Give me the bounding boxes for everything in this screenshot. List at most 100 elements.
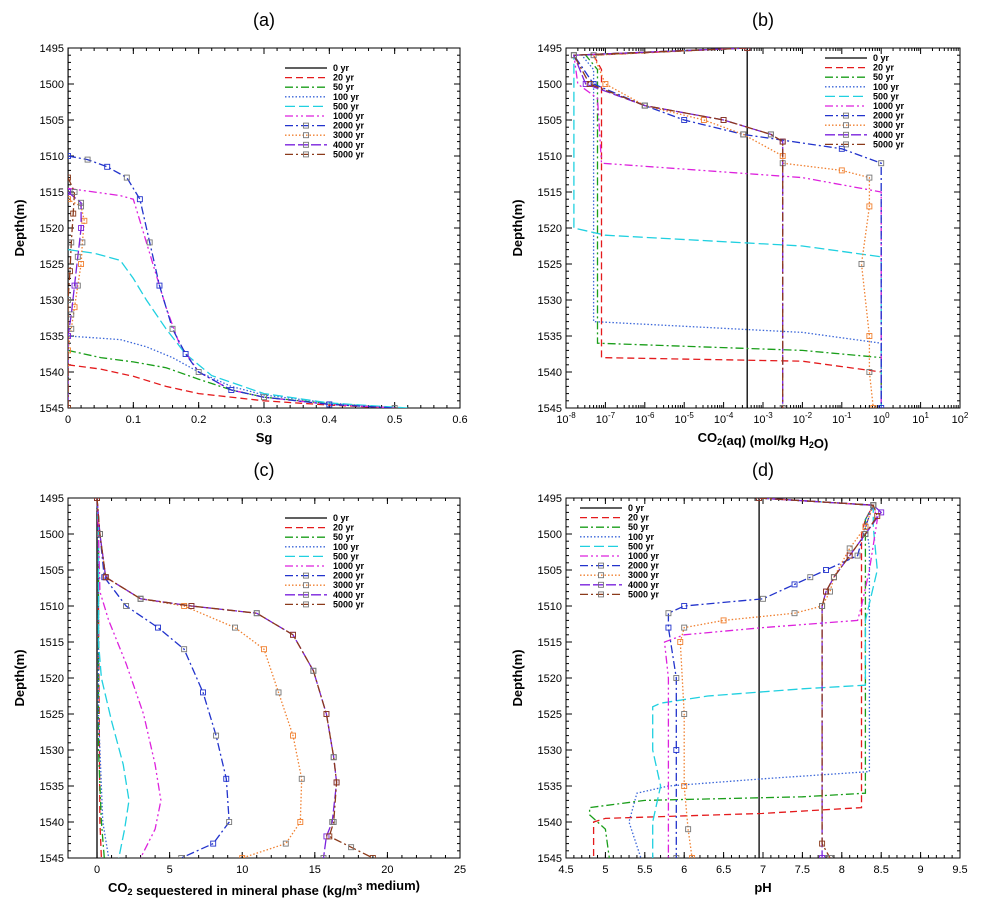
series-line-50yr [96,498,105,858]
series-line-3000yr [592,48,874,408]
series-marker [181,603,188,609]
series-marker [866,369,873,375]
legend-label: 20 yr [333,523,355,533]
series-marker [819,855,826,858]
series-line-50yr [68,349,395,408]
series-marker [330,819,337,825]
series-line-500yr [68,248,408,408]
series-marker [791,610,798,617]
series-marker [720,117,727,123]
series-marker [74,253,81,260]
x-tick-label: 0 [94,864,100,876]
x-tick-label: 0.3 [256,414,271,426]
y-tick-label: 1500 [538,529,562,541]
legend-label: 3000 yr [628,570,660,580]
x-tick-label: 0 [65,414,71,426]
y-tick-label: 1500 [40,529,64,541]
y-tick-label: 1505 [40,565,64,577]
y-tick-label: 1525 [40,259,64,271]
series-marker [261,394,267,401]
legend-label: 50 yr [628,522,650,532]
legend-marker [843,141,849,148]
x-tick-label: 20 [381,864,393,876]
series-line-2000yr [667,498,875,858]
x-tick-label: 10-7 [596,411,616,426]
legend-label: 5000 yr [333,599,365,609]
series-marker [261,646,267,653]
series-marker [866,203,873,210]
series-marker [673,855,680,858]
x-tick-label: 5 [167,864,173,876]
series-marker [665,610,672,617]
series-line-2000yr [572,48,882,408]
legend-label: 500 yr [873,91,900,101]
series-marker [740,131,747,138]
legend-label: 2000 yr [333,121,365,131]
series-marker [827,855,833,858]
series-marker [232,624,238,631]
plot-frame [565,497,961,859]
x-tick-label: 5.5 [637,864,652,876]
x-tick-label: 7 [760,864,766,876]
legend-label: 2000 yr [873,111,905,121]
series-marker [137,595,144,602]
series-marker [878,509,885,516]
series-marker [297,819,304,825]
series-line-4000yr [759,498,883,858]
series-marker [136,196,143,203]
x-tick-label: 10-6 [635,411,655,426]
y-tick-label: 1530 [538,295,562,307]
series-marker [689,855,696,858]
series-marker [182,351,189,357]
legend-label: 100 yr [873,82,900,92]
y-axis-label: Depth(m) [510,199,525,256]
series-line-1000yr [68,187,395,408]
legend-label: 3000 yr [333,580,365,590]
y-tick-label: 1510 [538,601,562,613]
y-tick-label: 1515 [538,187,562,199]
series-marker [870,502,877,509]
series-marker [665,624,672,631]
series-line-2000yr [96,498,230,858]
series-marker [681,603,688,609]
x-tick-label: 9 [918,864,924,876]
series-marker [823,567,829,573]
series-marker [641,102,648,109]
legend-marker [843,131,849,138]
y-tick-label: 1515 [40,187,64,199]
series-line-3000yr [68,198,85,408]
legend-label: 3000 yr [873,120,905,130]
y-tick-label: 1540 [538,817,562,829]
legend-marker [303,141,309,148]
series-marker [570,52,577,59]
x-tick-label: 0.6 [452,414,467,426]
y-tick-label: 1505 [538,565,562,577]
series-marker [78,261,85,267]
series-marker [181,646,188,653]
series-line-500yr [96,498,130,858]
x-tick-label: 100 [873,411,890,426]
x-tick-label: 8.5 [874,864,889,876]
series-marker [838,145,845,152]
legend-marker [303,582,309,589]
series-line-3000yr [679,498,875,858]
y-tick-label: 1535 [40,781,64,793]
x-tick-label: 10 [236,864,248,876]
legend-label: 20 yr [333,73,355,83]
series-marker [681,117,688,123]
series-line-50yr [584,48,882,408]
x-tick-label: 6.5 [716,864,731,876]
series-marker [681,624,688,631]
series-marker [68,153,71,159]
y-tick-label: 1520 [538,223,562,235]
series-marker [685,826,692,833]
y-tick-label: 1520 [40,223,64,235]
series-marker [681,783,688,789]
y-tick-label: 1505 [538,115,562,127]
series-marker [68,347,71,354]
series-line-500yr [652,498,878,858]
